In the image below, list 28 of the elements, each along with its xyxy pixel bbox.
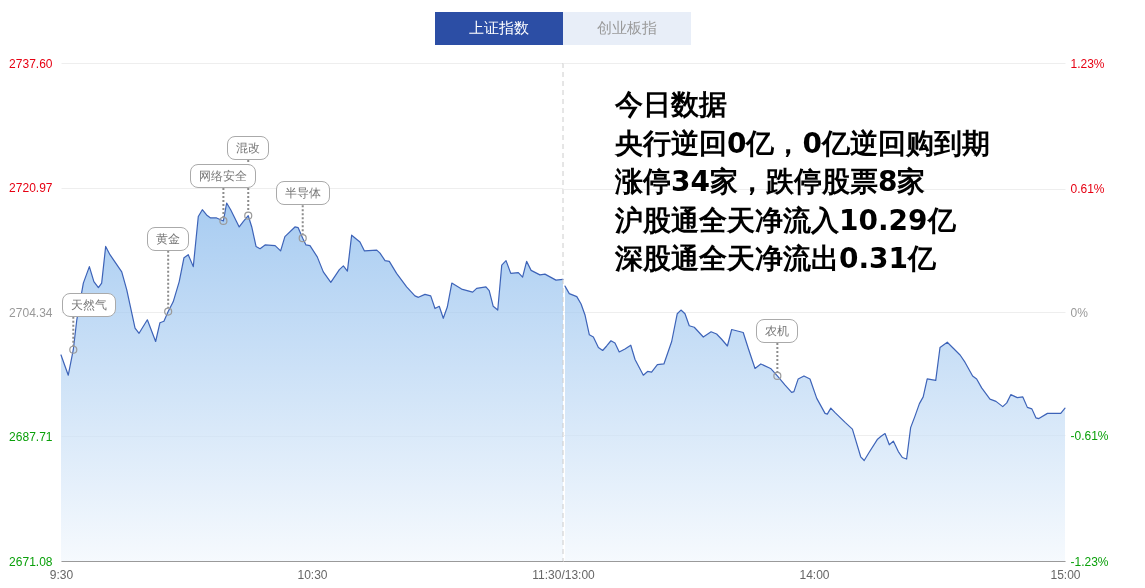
x-tick-label: 11:30/13:00 (532, 567, 596, 582)
x-tick-label: 14:00 (799, 567, 830, 582)
annotation: 网络安全 (190, 163, 257, 188)
annotation: 涨停34家，跌停股票8家 (615, 164, 927, 200)
annotation: 农机 (756, 318, 799, 343)
text: 创业板指 (563, 12, 691, 45)
y-tick-label: 2737.60 (9, 56, 53, 71)
annotation: 央行逆回0亿，0亿逆回购到期 (615, 125, 990, 162)
y-tick-label: 2704.34 (9, 305, 53, 320)
y2-tick-label: 1.23% (1070, 56, 1105, 71)
annotation: 混改 (227, 135, 270, 160)
y-tick-label: 2720.97 (9, 181, 53, 195)
y-tick-label: 2687.71 (9, 430, 53, 444)
annotation: 今日数据 (615, 87, 728, 123)
y2-tick-label: -1.23% (1070, 554, 1109, 569)
y2-tick-label: 0.61% (1070, 182, 1105, 197)
annotation: 深股通全天净流出0.31亿 (615, 241, 938, 277)
x-tick-label: 9:30 (49, 567, 74, 582)
annotation: 半导体 (275, 181, 330, 206)
y-tick-label: 2671.08 (9, 554, 53, 569)
annotation: 沪股通全天净流入10.29亿 (615, 202, 957, 239)
y2-tick-label: -0.61% (1070, 428, 1109, 443)
chart-title: 上证指数 (435, 12, 563, 45)
y2-tick-label: 0% (1070, 305, 1089, 320)
annotation: 黄金 (147, 226, 190, 251)
x-tick-label: 15:00 (1050, 567, 1081, 582)
annotation: 天然气 (62, 292, 116, 317)
x-tick-label: 10:30 (297, 567, 328, 582)
